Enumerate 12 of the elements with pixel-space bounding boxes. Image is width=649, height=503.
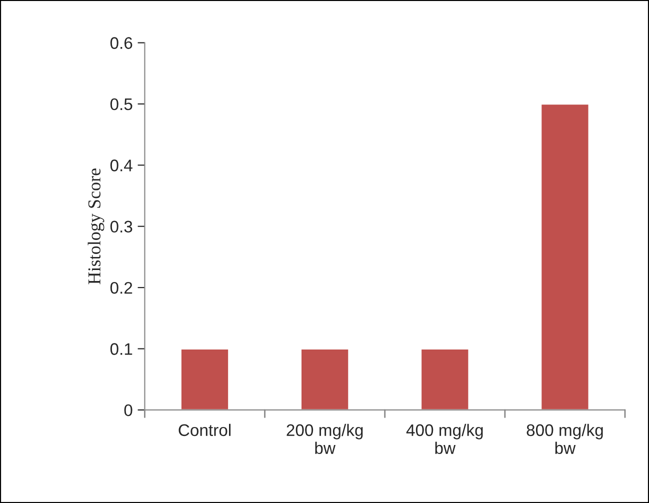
x-tick-label: 800 mg/kg bw <box>526 424 603 454</box>
x-tick-label: Control <box>178 424 231 436</box>
y-axis-title: Histology Score <box>88 168 104 284</box>
y-tick-label: 0.5 <box>110 98 132 110</box>
y-tick-label: 0.2 <box>110 282 132 294</box>
x-tick-label: 200 mg/kg bw <box>286 424 363 454</box>
x-tick-label: 400 mg/kg bw <box>406 424 483 454</box>
y-tick-label: 0.6 <box>110 37 132 49</box>
y-tick-label: 0.4 <box>110 160 132 172</box>
y-tick-label: 0.3 <box>110 220 132 233</box>
y-tick-label: 0.1 <box>110 343 132 355</box>
y-tick-label: 0 <box>124 404 132 416</box>
